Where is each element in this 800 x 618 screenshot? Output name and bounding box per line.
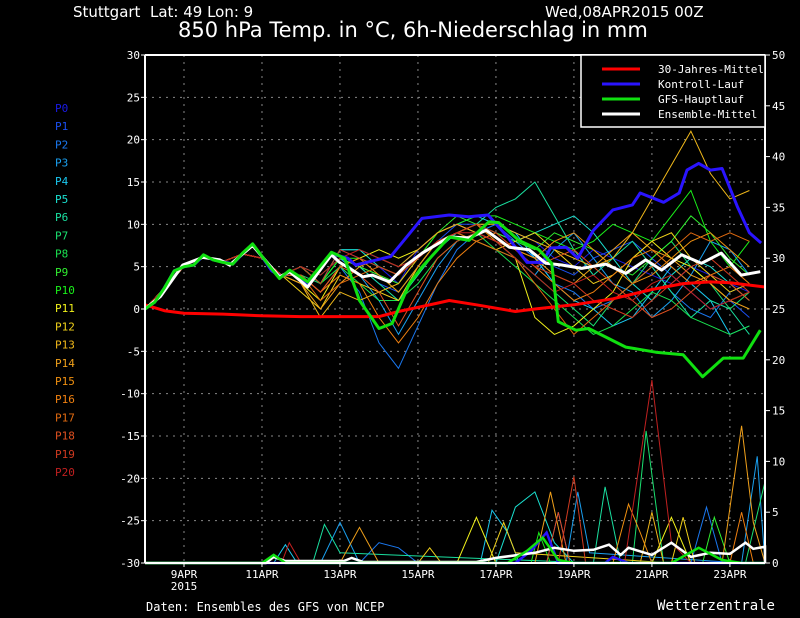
member-label-p16: P16 bbox=[55, 393, 75, 406]
x-tick-label: 19APR bbox=[557, 568, 590, 581]
right-tick-label: 15 bbox=[772, 405, 785, 418]
gfs-hauptlauf-temp-line bbox=[144, 220, 762, 379]
member-label-p3: P3 bbox=[55, 157, 68, 170]
member-label-p14: P14 bbox=[55, 357, 75, 370]
legend: 30-Jahres-Mittel Kontroll-Lauf GFS-Hauptla… bbox=[580, 54, 766, 128]
x-tick-label: 17APR bbox=[479, 568, 512, 581]
left-tick-label: 25 bbox=[127, 91, 140, 104]
legend-label: Ensemble-Mittel bbox=[658, 108, 757, 121]
member-temp-line-p2 bbox=[144, 223, 750, 370]
run-label: Wed,08APR2015 00Z bbox=[545, 3, 704, 21]
member-label-p18: P18 bbox=[55, 430, 75, 443]
x-tick-label: 23APR bbox=[713, 568, 746, 581]
left-tick-label: -10 bbox=[120, 388, 140, 401]
x-tick-label: 9APR bbox=[171, 568, 198, 581]
member-precip-line-p20 bbox=[145, 380, 765, 564]
right-tick-label: 25 bbox=[772, 303, 785, 316]
member-label-p0: P0 bbox=[55, 102, 68, 115]
chart-title: 850 hPa Temp. in °C, 6h-Niederschlag in … bbox=[178, 18, 648, 42]
left-tick-label: -5 bbox=[127, 345, 140, 358]
location-label: Stuttgart Lat: 49 Lon: 9 bbox=[73, 3, 254, 21]
ensemble-mittel-precip-line bbox=[145, 541, 767, 565]
ensemble-mittel-temp-line bbox=[144, 228, 761, 311]
legend-label: 30-Jahres-Mittel bbox=[658, 63, 764, 76]
left-tick-label: 0 bbox=[133, 303, 140, 316]
right-tick-label: 35 bbox=[772, 201, 785, 214]
right-tick-label: 50 bbox=[772, 49, 785, 62]
x-tick-label: 11APR bbox=[245, 568, 278, 581]
left-tick-label: -30 bbox=[120, 557, 140, 570]
member-precip-line-p12 bbox=[145, 517, 765, 564]
x-tick-label: 15APR bbox=[401, 568, 434, 581]
left-tick-label: -20 bbox=[120, 472, 140, 485]
source-label: Daten: Ensembles des GFS von NCEP bbox=[146, 600, 385, 614]
member-label-p10: P10 bbox=[55, 284, 75, 297]
member-label-p1: P1 bbox=[55, 120, 68, 133]
member-label-p20: P20 bbox=[55, 466, 75, 479]
member-label-p4: P4 bbox=[55, 175, 69, 188]
left-tick-label: 30 bbox=[127, 49, 140, 62]
left-tick-label: 15 bbox=[127, 176, 140, 189]
member-label-p15: P15 bbox=[55, 375, 75, 388]
member-label-p2: P2 bbox=[55, 138, 68, 151]
right-tick-label: 30 bbox=[772, 252, 785, 265]
main-series bbox=[144, 161, 767, 565]
member-precip-line-p11 bbox=[145, 516, 765, 564]
x-tick-label: 13APR bbox=[323, 568, 356, 581]
gfs-hauptlauf-precip-line bbox=[145, 535, 765, 565]
member-label-p19: P19 bbox=[55, 448, 75, 461]
left-tick-label: -25 bbox=[120, 515, 140, 528]
member-label-p17: P17 bbox=[55, 411, 75, 424]
member-label-p11: P11 bbox=[55, 302, 75, 315]
left-tick-label: 5 bbox=[133, 261, 140, 274]
member-precip-line-p5 bbox=[145, 491, 765, 564]
member-precip-line-p14 bbox=[145, 425, 766, 564]
right-tick-label: 20 bbox=[772, 354, 785, 367]
legend-box bbox=[580, 54, 766, 128]
member-label-p8: P8 bbox=[55, 248, 68, 261]
legend-label: GFS-Hauptlauf bbox=[658, 93, 744, 106]
member-labels: P0 P1 P2 P3 P4 P5 P6 P7 P8 P9 P10 P11 P12 P13 P14 P15 P1… bbox=[55, 102, 75, 479]
right-tick-label: 5 bbox=[772, 506, 779, 519]
member-label-p6: P6 bbox=[55, 211, 68, 224]
left-tick-label: -15 bbox=[120, 430, 140, 443]
member-precip-line-p6 bbox=[145, 486, 765, 564]
legend-label: Kontroll-Lauf bbox=[658, 78, 744, 91]
member-precip-line-p3 bbox=[145, 456, 766, 564]
brand-label: Wetterzentrale bbox=[656, 598, 775, 614]
year-label: 2015 bbox=[171, 580, 198, 593]
member-precip-line-p15 bbox=[145, 502, 765, 564]
axes: -30 -25 -20 -15 -10 -5 0 5 10 15 20 25 30 0 5 10 15 20 25 3… bbox=[120, 49, 785, 593]
right-tick-label: 45 bbox=[772, 100, 785, 113]
right-tick-label: 10 bbox=[772, 455, 785, 468]
member-label-p12: P12 bbox=[55, 320, 75, 333]
member-label-p13: P13 bbox=[55, 339, 75, 352]
member-label-p9: P9 bbox=[55, 266, 68, 279]
left-tick-label: 20 bbox=[127, 134, 140, 147]
left-tick-label: 10 bbox=[127, 218, 140, 231]
-jahres-mittel-temp-line bbox=[144, 280, 766, 319]
right-tick-label: 40 bbox=[772, 151, 785, 164]
member-precip-line-p2 bbox=[145, 505, 765, 564]
member-label-p5: P5 bbox=[55, 193, 68, 206]
member-label-p7: P7 bbox=[55, 229, 68, 242]
x-tick-label: 21APR bbox=[635, 568, 668, 581]
right-tick-label: 0 bbox=[772, 557, 779, 570]
member-precip-line-p9 bbox=[145, 515, 765, 564]
